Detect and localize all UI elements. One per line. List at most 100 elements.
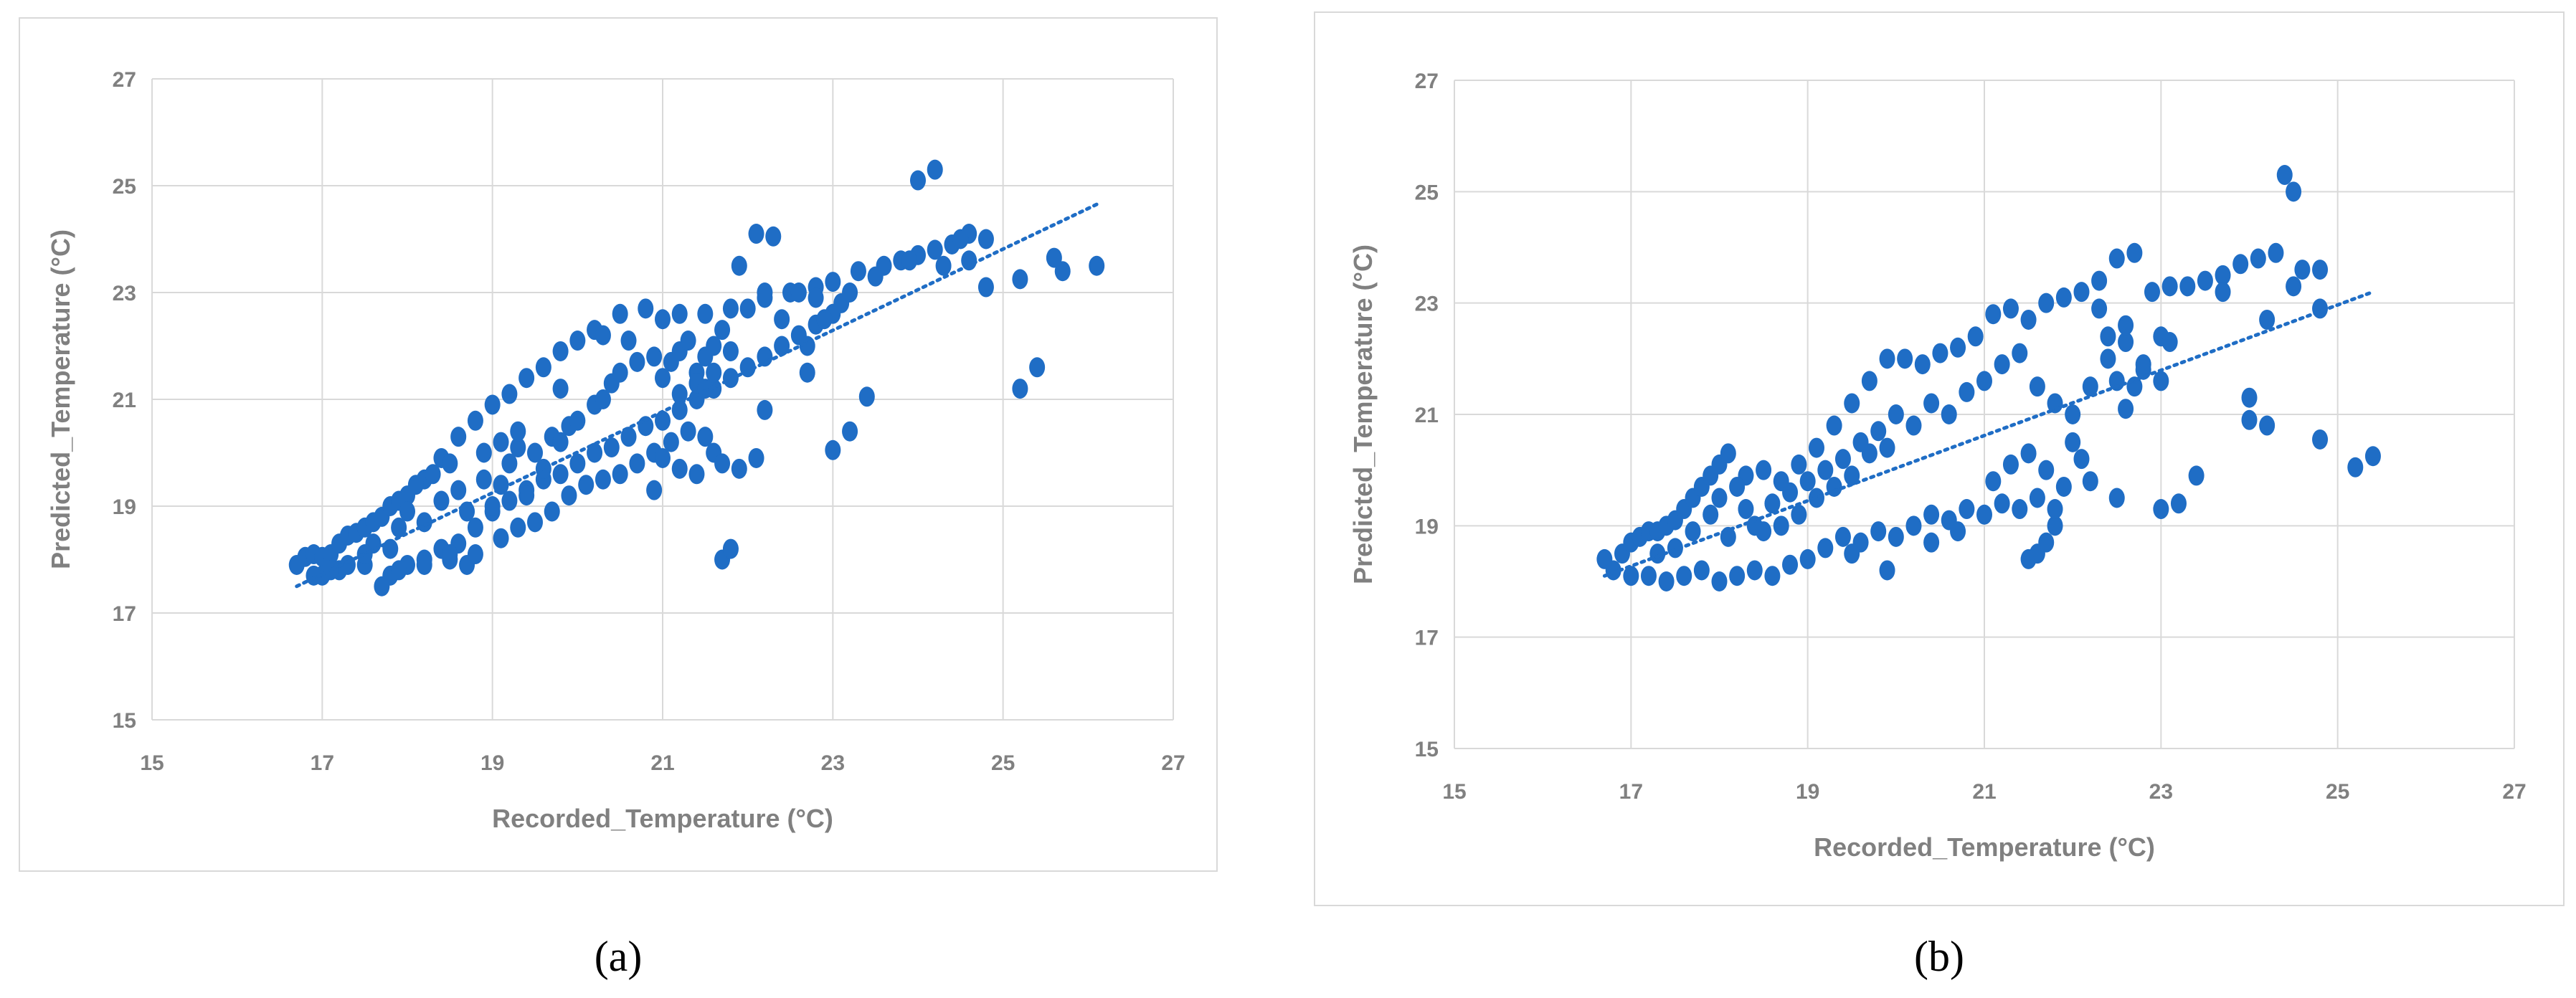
data-point — [646, 346, 663, 367]
data-point — [603, 437, 620, 458]
x-axis-title: Recorded_Temperature (°C) — [1814, 832, 2155, 862]
data-point — [1897, 348, 1913, 369]
data-point — [2091, 270, 2108, 291]
scatter-chart-b: 15 17 19 21 23 25 27 15 17 19 21 23 25 27 Recorded_Tem… — [1348, 70, 2527, 862]
data-point — [2100, 326, 2116, 347]
data-point — [1693, 560, 1710, 581]
data-point — [671, 384, 688, 404]
data-point — [1844, 393, 1860, 414]
data-point — [552, 379, 569, 399]
data-point — [748, 224, 764, 244]
data-point — [757, 399, 773, 420]
data-point — [1605, 560, 1621, 581]
data-point — [1738, 499, 1754, 520]
data-point — [2126, 242, 2143, 263]
data-point — [1950, 521, 1966, 542]
data-point — [2055, 287, 2072, 308]
data-point — [1756, 460, 1772, 480]
y-tick-label: 15 — [113, 709, 136, 733]
data-point — [714, 320, 731, 341]
data-point — [2047, 515, 2063, 536]
data-point — [2073, 282, 2090, 303]
data-point — [706, 336, 722, 356]
data-point — [977, 229, 994, 250]
data-point — [493, 432, 509, 452]
data-point — [1861, 443, 1877, 464]
data-point — [842, 282, 858, 303]
data-point — [1879, 560, 1895, 581]
data-point — [2065, 432, 2081, 452]
data-point — [2082, 471, 2098, 492]
data-point — [1950, 337, 1966, 358]
scatter-chart-a: 15 17 19 21 23 25 27 15 17 19 21 23 25 27 Recorded_Tem… — [46, 68, 1185, 833]
data-point — [799, 362, 815, 383]
x-tick-label: 23 — [2149, 780, 2173, 804]
data-point — [1932, 343, 1948, 363]
data-point — [2020, 443, 2037, 464]
y-tick-label: 23 — [113, 282, 136, 305]
data-point — [765, 226, 782, 247]
data-point — [484, 394, 501, 415]
data-point — [552, 341, 569, 361]
gridlines — [1454, 80, 2515, 749]
chart-panel-b: 15 17 19 21 23 25 27 15 17 19 21 23 25 27 Recorded_Tem… — [1314, 11, 2565, 906]
y-tick-label: 25 — [1415, 181, 1439, 204]
data-point — [722, 341, 739, 361]
data-point — [2038, 293, 2055, 313]
data-point — [510, 437, 526, 458]
data-point — [425, 464, 441, 485]
data-point — [1959, 381, 1975, 402]
data-point — [2312, 260, 2329, 280]
x-tick-label: 19 — [1796, 780, 1819, 804]
data-point — [578, 475, 595, 495]
data-point — [527, 512, 543, 533]
data-point — [1844, 543, 1860, 564]
data-point — [858, 386, 875, 407]
data-point — [1976, 371, 1992, 391]
data-point — [1879, 437, 1895, 458]
data-point — [1773, 515, 1789, 536]
data-point — [2250, 248, 2266, 269]
data-point — [1888, 404, 1904, 424]
data-point — [2135, 354, 2151, 375]
data-point — [748, 447, 764, 468]
data-point — [1834, 449, 1851, 470]
data-point — [663, 432, 679, 452]
data-point — [1012, 269, 1028, 290]
data-point — [1808, 437, 1824, 458]
x-tick-label: 27 — [1161, 751, 1185, 775]
data-point — [739, 298, 756, 319]
data-point — [680, 331, 696, 351]
data-point — [527, 442, 543, 463]
data-point — [2312, 429, 2329, 450]
data-point — [501, 384, 518, 404]
data-point — [697, 303, 714, 324]
data-point — [655, 309, 671, 330]
data-point — [1623, 566, 1639, 586]
data-point — [850, 261, 866, 282]
data-points — [288, 159, 1105, 597]
data-point — [671, 458, 688, 479]
data-point — [518, 485, 535, 506]
x-tick-label: 19 — [480, 751, 504, 775]
data-point — [2091, 298, 2108, 319]
data-point — [2118, 332, 2134, 353]
data-point — [433, 490, 450, 511]
data-point — [790, 282, 807, 303]
data-point — [1967, 326, 1984, 347]
data-point — [1729, 476, 1746, 497]
data-point — [510, 421, 526, 442]
data-point — [595, 325, 611, 346]
data-point — [1791, 454, 1807, 475]
data-point — [2259, 309, 2276, 330]
data-point — [638, 298, 654, 319]
data-point — [2100, 348, 2116, 369]
data-point — [2161, 276, 2178, 297]
trendline — [295, 202, 1099, 589]
data-point — [1923, 504, 1940, 525]
data-point — [2241, 387, 2258, 408]
data-point — [399, 501, 415, 522]
data-point — [1985, 471, 2002, 492]
data-point — [2118, 315, 2134, 336]
data-point — [2029, 376, 2045, 397]
